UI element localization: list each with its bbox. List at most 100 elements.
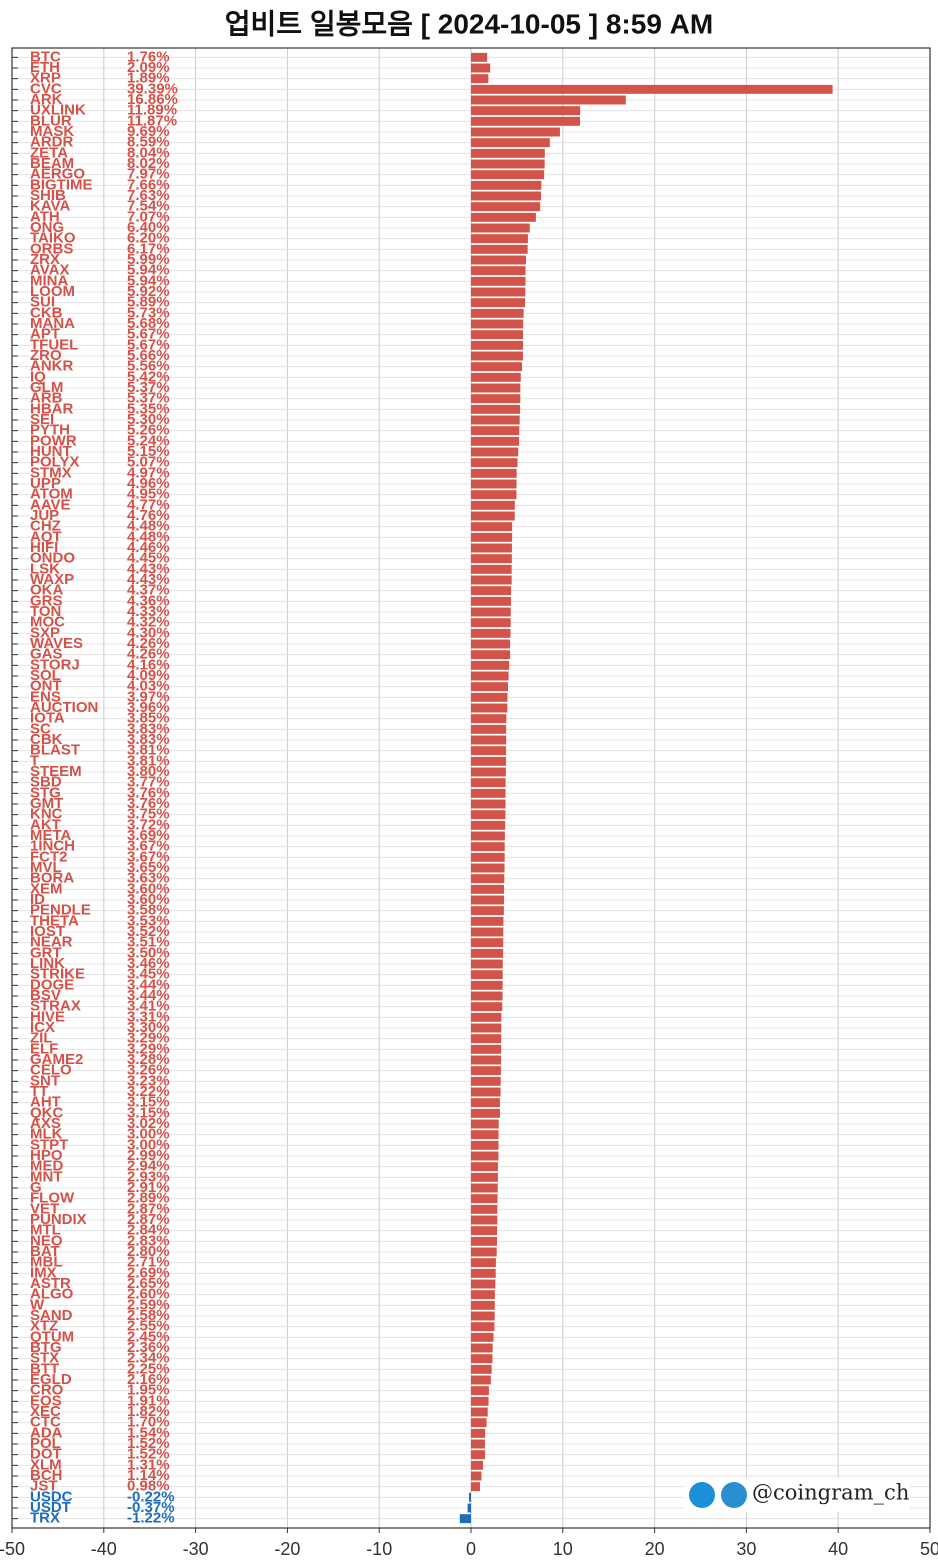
bar: [471, 426, 520, 436]
value-label: 2.87%: [127, 1211, 170, 1228]
bar: [471, 756, 506, 766]
category-label: LSK: [30, 560, 60, 577]
category-label: UPP: [30, 475, 61, 492]
value-label: 2.83%: [127, 1232, 170, 1249]
value-label: 3.81%: [127, 752, 170, 769]
value-label: 3.46%: [127, 955, 170, 972]
category-label: ASTR: [30, 1275, 71, 1292]
category-label: AKT: [30, 816, 61, 833]
bar: [471, 1076, 501, 1086]
value-label: 4.95%: [127, 486, 170, 503]
category-label: ATH: [30, 208, 60, 225]
category-label: HIVE: [30, 1008, 65, 1025]
bar: [471, 639, 511, 649]
bar: [471, 1471, 482, 1481]
category-label: MED: [30, 1158, 64, 1175]
category-label: STORJ: [30, 656, 80, 673]
x-tick-label: 10: [553, 1539, 573, 1559]
category-label: UXLINK: [30, 102, 86, 119]
x-tick-label: -40: [91, 1539, 117, 1559]
bar: [471, 735, 507, 745]
value-label: 39.39%: [127, 80, 178, 97]
value-label: 3.53%: [127, 912, 170, 929]
bar: [471, 692, 508, 702]
category-label: IOST: [30, 923, 65, 940]
bar: [471, 308, 524, 318]
category-label: MOC: [30, 614, 65, 631]
category-label: MVL: [30, 859, 62, 876]
bar: [471, 948, 504, 958]
bar: [471, 52, 488, 62]
value-label: 2.89%: [127, 1190, 170, 1207]
value-label: 2.36%: [127, 1339, 170, 1356]
bar: [471, 1204, 498, 1214]
bar: [471, 500, 515, 510]
bar: [471, 468, 517, 478]
value-label: 6.40%: [127, 219, 170, 236]
category-label: APT: [30, 326, 60, 343]
value-label: 8.59%: [127, 134, 170, 151]
category-label: CRO: [30, 1382, 64, 1399]
bar: [471, 1279, 496, 1289]
bar: [471, 650, 511, 660]
bar: [471, 1450, 485, 1460]
value-label: 4.03%: [127, 678, 170, 695]
bar: [471, 266, 526, 276]
bar: [471, 436, 520, 446]
category-label: AXS: [30, 1115, 61, 1132]
category-label: GRS: [30, 592, 63, 609]
value-label: 8.02%: [127, 155, 170, 172]
category-label: BIGTIME: [30, 176, 93, 193]
bar: [471, 212, 536, 222]
bar: [471, 1322, 495, 1332]
bar: [459, 1514, 471, 1524]
category-label: THETA: [30, 912, 79, 929]
bar: [471, 1236, 497, 1246]
value-label: -1.22%: [127, 1510, 175, 1527]
bar: [471, 575, 512, 585]
category-label: IMX: [30, 1264, 57, 1281]
category-label: ARDR: [30, 134, 73, 151]
value-label: 1.91%: [127, 1392, 170, 1409]
category-label: HBAR: [30, 400, 73, 417]
category-label: DOGE: [30, 976, 74, 993]
bar: [471, 1428, 486, 1438]
category-label: POWR: [30, 432, 77, 449]
bar: [471, 362, 523, 372]
value-label: 3.67%: [127, 848, 170, 865]
bar: [471, 810, 506, 820]
bar: [471, 1162, 498, 1172]
category-label: EOS: [30, 1392, 62, 1409]
bar: [471, 1343, 493, 1353]
value-label: 3.65%: [127, 859, 170, 876]
category-label: MNT: [30, 1168, 63, 1185]
bar: [471, 586, 512, 596]
value-label: 3.75%: [127, 806, 170, 823]
value-label: 3.58%: [127, 902, 170, 919]
value-label: 4.45%: [127, 550, 170, 567]
category-label: T: [30, 752, 39, 769]
bar: [471, 74, 489, 84]
value-label: 6.17%: [127, 240, 170, 257]
x-tick-label: -20: [274, 1539, 300, 1559]
value-label: 5.67%: [127, 326, 170, 343]
bar: [471, 223, 530, 233]
category-label: STMX: [30, 464, 72, 481]
category-label: MTL: [30, 1222, 61, 1239]
bar: [471, 447, 519, 457]
value-label: 4.48%: [127, 518, 170, 535]
bar: [471, 1258, 496, 1268]
value-label: 3.52%: [127, 923, 170, 940]
bar: [471, 799, 506, 809]
category-label: SXP: [30, 624, 60, 641]
value-label: 5.15%: [127, 443, 170, 460]
category-label: TFUEL: [30, 336, 78, 353]
value-label: 2.60%: [127, 1286, 170, 1303]
value-label: 3.30%: [127, 1019, 170, 1036]
category-label: CHZ: [30, 518, 61, 535]
category-label: ETH: [30, 59, 60, 76]
value-label: 5.99%: [127, 251, 170, 268]
category-label: AAVE: [30, 496, 71, 513]
value-label: -0.37%: [127, 1499, 175, 1516]
category-label: SNT: [30, 1072, 60, 1089]
